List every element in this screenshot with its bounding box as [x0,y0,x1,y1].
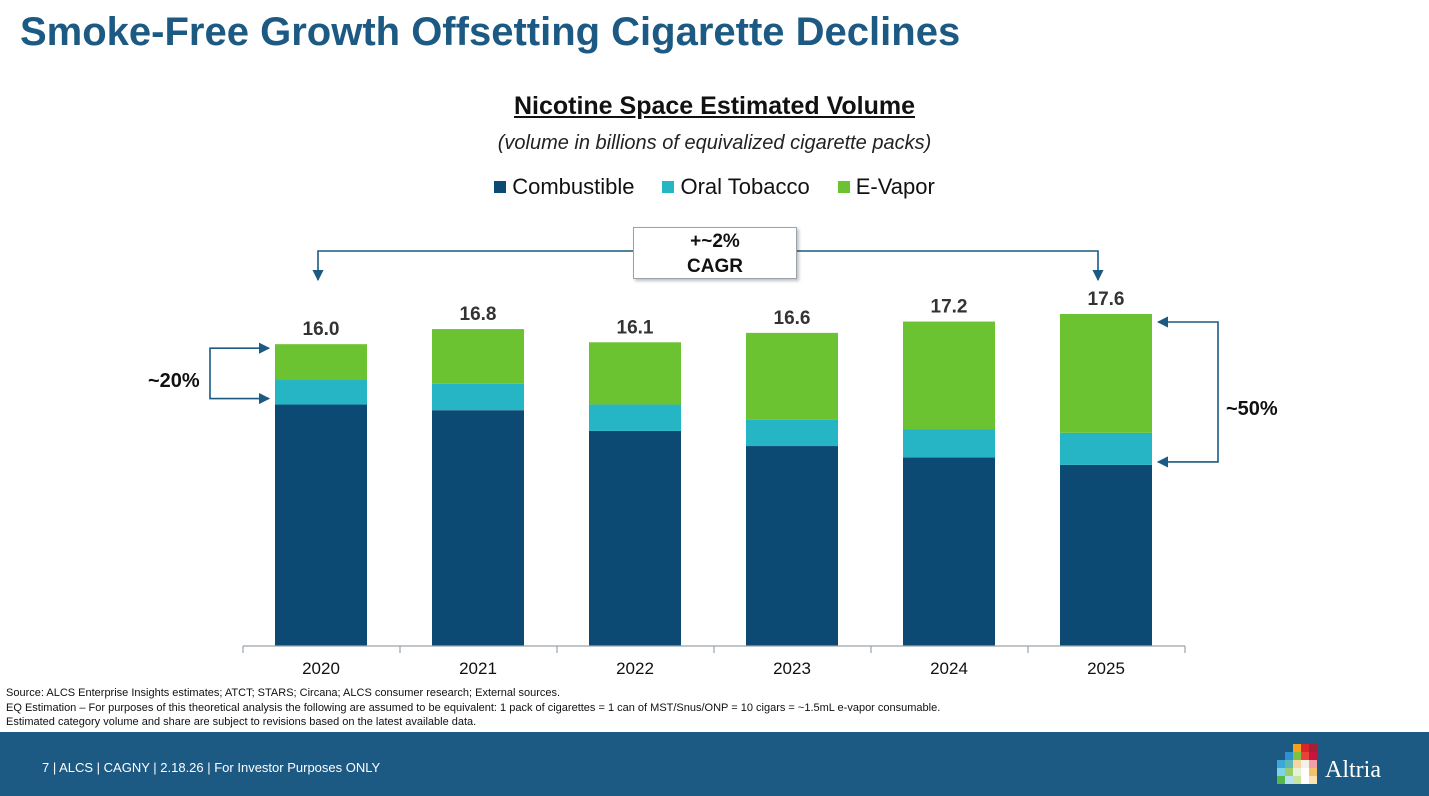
altria-logo: Altria [1277,744,1381,784]
total-label-2025: 17.6 [1088,289,1125,310]
total-label-2022: 16.1 [617,317,654,338]
bar-e-vapor-2020 [275,344,367,381]
x-tick-label-2021: 2021 [459,659,497,678]
legend-label-e-vapor: E-Vapor [855,174,935,199]
bars-group [275,314,1152,646]
cagr-arrow-left [312,250,633,282]
bar-e-vapor-2022 [589,342,681,405]
chart-legend: Combustible Oral Tobacco E-Vapor [0,174,1429,200]
legend-item-oral-tobacco: Oral Tobacco [662,174,810,200]
footnote-revisions: Estimated category volume and share are … [6,716,477,728]
total-label-2023: 16.6 [774,308,811,329]
labels-group: 16.0 2020 16.8 2021 16.1 2022 16.6 2023 17.2 2024… [302,289,1125,678]
bar-e-vapor-2021 [432,329,524,384]
footnotes: Source: ALCS Enterprise Insights estimat… [6,686,940,730]
footnote-eq-estimation: EQ Estimation – For purposes of this the… [6,701,941,714]
callout-arrows [209,250,1219,468]
cagr-label: CAGR [687,256,743,277]
share-2025-bracket [1156,316,1219,468]
legend-label-oral-tobacco: Oral Tobacco [680,174,810,199]
cagr-arrow-right [797,250,1104,282]
bar-combustible-2025 [1060,464,1152,646]
bar-e-vapor-2024 [903,321,995,430]
x-tick-label-2023: 2023 [773,659,811,678]
bar-combustible-2020 [275,404,367,646]
legend-swatch-e-vapor [837,181,850,193]
x-tick-label-2024: 2024 [930,659,968,678]
cagr-callout-box: +~2% CAGR [633,227,797,279]
bar-combustible-2023 [746,446,838,646]
total-label-2024: 17.2 [931,297,968,318]
chart-title: Nicotine Space Estimated Volume [513,92,916,120]
bar-oral-tobacco-2023 [746,419,838,447]
share-2020-label: ~20% [148,370,200,392]
share-2020-bracket [209,342,271,405]
altria-logo-text: Altria [1325,757,1381,783]
bar-combustible-2024 [903,457,995,646]
legend-item-e-vapor: E-Vapor [837,174,935,200]
total-label-2021: 16.8 [460,304,497,325]
chart-subtitle: (volume in billions of equivalized cigar… [497,132,932,154]
bar-oral-tobacco-2024 [903,429,995,458]
slide-title: Smoke-Free Growth Offsetting Cigarette D… [20,10,961,54]
share-2025-label: ~50% [1226,398,1278,420]
x-tick-label-2020: 2020 [302,659,340,678]
stacked-bar-chart: 16.0 2020 16.8 2021 16.1 2022 16.6 2023 17.2 2024… [209,250,1219,678]
legend-item-combustible: Combustible [494,174,634,200]
cagr-value: +~2% [690,231,740,252]
legend-swatch-oral-tobacco [662,181,675,193]
bar-combustible-2021 [432,410,524,646]
bar-e-vapor-2025 [1060,314,1152,433]
bar-oral-tobacco-2021 [432,383,524,411]
footnote-source: Source: ALCS Enterprise Insights estimat… [6,687,561,699]
x-axis [242,645,1186,653]
total-label-2020: 16.0 [303,319,340,340]
footer-text: 7 | ALCS | CAGNY | 2.18.26 | For Investo… [42,760,381,775]
bar-e-vapor-2023 [746,332,838,420]
footer-bar: 7 | ALCS | CAGNY | 2.18.26 | For Investo… [0,732,1429,796]
bar-oral-tobacco-2025 [1060,432,1152,465]
x-tick-label-2025: 2025 [1087,659,1125,678]
bar-combustible-2022 [589,430,681,646]
legend-label-combustible: Combustible [512,174,635,199]
x-tick-label-2022: 2022 [616,659,654,678]
altria-mosaic-icon [1277,744,1317,784]
bar-oral-tobacco-2020 [275,380,367,405]
bar-oral-tobacco-2022 [589,404,681,431]
legend-swatch-combustible [494,181,507,193]
